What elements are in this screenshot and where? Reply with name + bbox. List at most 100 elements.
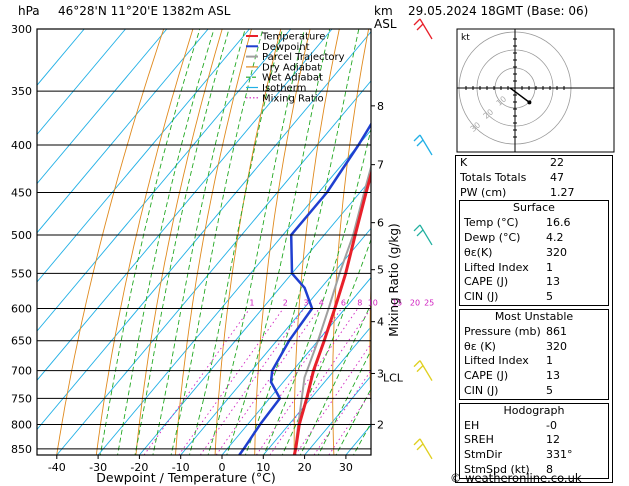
index-value: 331° xyxy=(546,448,573,462)
hodograph-trace xyxy=(509,87,530,104)
wind-barb-flag xyxy=(416,443,424,451)
mixing-ratio-label: 25 xyxy=(424,298,434,307)
pressure-tick-label: 850 xyxy=(11,443,32,456)
index-value: 13 xyxy=(546,275,560,289)
legend-entry: Dewpoint xyxy=(262,42,310,53)
index-label: Lifted Index xyxy=(464,260,529,274)
surface-title: Surface xyxy=(513,201,555,215)
index-row: Totals Totals 47 xyxy=(456,171,612,186)
pressure-tick-label: 700 xyxy=(11,365,32,378)
wind-barb-flag xyxy=(416,365,424,373)
temperature-tick-label: -10 xyxy=(172,461,190,474)
km-tick-label: 7 xyxy=(377,159,384,172)
km-tick-label: 6 xyxy=(377,217,384,230)
index-value: -0 xyxy=(546,418,557,432)
pressure-tick-label: 750 xyxy=(11,392,32,405)
index-row: Pressure (mb) 861 xyxy=(460,325,608,340)
isotherm-line xyxy=(262,326,371,455)
wet-adiabat-line xyxy=(226,29,331,455)
mixing-ratio-line xyxy=(199,308,305,455)
wind-barb xyxy=(413,360,433,381)
wet-adiabat-line xyxy=(263,127,371,455)
isotherm-line xyxy=(37,29,209,234)
copyright-footer: © weatheronline.co.uk xyxy=(450,471,582,485)
index-row: EH -0 xyxy=(460,419,608,434)
isotherm-line xyxy=(37,29,126,136)
index-value: 1 xyxy=(546,354,553,368)
mixing-ratio-label: 6 xyxy=(341,298,346,307)
dry-adiabat-line xyxy=(406,29,427,455)
wind-barb xyxy=(413,224,433,246)
pressure-tick-label: 650 xyxy=(11,335,32,348)
mixing-ratio-label: 20 xyxy=(410,298,420,307)
index-row: CAPE (J) 13 xyxy=(460,275,608,290)
index-value: 47 xyxy=(550,170,564,184)
wind-barb-flag xyxy=(416,139,424,147)
dry-adiabat-line xyxy=(293,29,340,455)
wind-barb xyxy=(413,134,433,156)
isotherm-line xyxy=(139,178,371,455)
wet-adiabat-line xyxy=(244,29,360,455)
pressure-tick-label: 300 xyxy=(11,23,32,36)
index-value: 861 xyxy=(546,324,567,338)
wind-barb-flag xyxy=(413,18,421,26)
mixing-ratio-label: 2 xyxy=(283,298,288,307)
pressure-tick-label: 350 xyxy=(11,85,32,98)
index-value: 5 xyxy=(546,290,553,304)
index-value: 22 xyxy=(550,156,564,169)
dry-adiabat-line xyxy=(254,29,311,455)
isotherm-line xyxy=(37,29,168,185)
mixing-ratio-line xyxy=(215,308,320,455)
index-label: Totals Totals xyxy=(460,170,527,184)
index-label: θε(K) xyxy=(464,245,493,259)
isotherm-line xyxy=(180,227,371,455)
surface-section: Surface Temp (°C) 16.6 Dewp (°C) 4.2 θε(K) 32… xyxy=(459,200,609,306)
isotherm-line xyxy=(37,29,292,332)
isotherm-line xyxy=(37,29,333,381)
index-row: PW (cm) 1.27 xyxy=(456,186,612,201)
index-label: CIN (J) xyxy=(464,383,499,397)
wind-barb xyxy=(413,18,433,40)
legend-entry: Mixing Ratio xyxy=(262,93,324,104)
temperature-tick-label: -30 xyxy=(89,461,107,474)
pressure-tick-label: 400 xyxy=(11,139,32,152)
mixing-ratio-axis-title: Mixing Ratio (g/kg) xyxy=(387,223,401,336)
temperature-tick-label: -20 xyxy=(130,461,148,474)
temperature-tick-label: 10 xyxy=(256,461,270,474)
index-label: StmDir xyxy=(464,448,503,462)
wind-barb-staff xyxy=(419,438,433,460)
mixing-ratio-label: 3 xyxy=(303,298,308,307)
index-row: Temp (°C) 16.6 xyxy=(460,216,608,231)
wind-barb-staff xyxy=(419,224,433,246)
pressure-tick-label: 800 xyxy=(11,418,32,431)
wet-adiabat-line xyxy=(317,349,371,455)
index-label: CAPE (J) xyxy=(464,369,509,383)
index-row: θε (K) 320 xyxy=(460,340,608,355)
index-value: 12 xyxy=(546,433,560,447)
wet-adiabat-line xyxy=(152,29,246,455)
most-unstable-section: Most Unstable Pressure (mb) 861 θε (K) 320 L… xyxy=(459,308,609,400)
index-row: CIN (J) 5 xyxy=(460,290,608,305)
index-label: Dewp (°C) xyxy=(464,230,521,244)
km-tick-label: 2 xyxy=(377,418,384,431)
index-row: K 22 xyxy=(456,156,612,171)
index-value: 1.27 xyxy=(550,185,575,199)
isotherm-line xyxy=(304,375,371,455)
km-tick-label: 5 xyxy=(377,264,384,277)
isotherm-line xyxy=(221,276,371,455)
index-value: 16.6 xyxy=(546,216,571,230)
mixing-ratio-line xyxy=(178,308,284,455)
isotherm-line xyxy=(97,129,371,455)
wet-adiabat-line xyxy=(335,387,371,455)
wind-barb-flag xyxy=(416,229,424,237)
index-label: StmSpd (kt) xyxy=(464,462,530,476)
wet-adiabat-line xyxy=(207,29,305,455)
wet-adiabat-line xyxy=(299,302,371,455)
index-value: 4.2 xyxy=(546,230,564,244)
wind-barb-flag xyxy=(413,224,421,232)
km-tick-label: 4 xyxy=(377,316,384,329)
index-row: StmSpd (kt) 8 xyxy=(460,463,608,478)
dry-adiabat-line xyxy=(332,29,370,455)
